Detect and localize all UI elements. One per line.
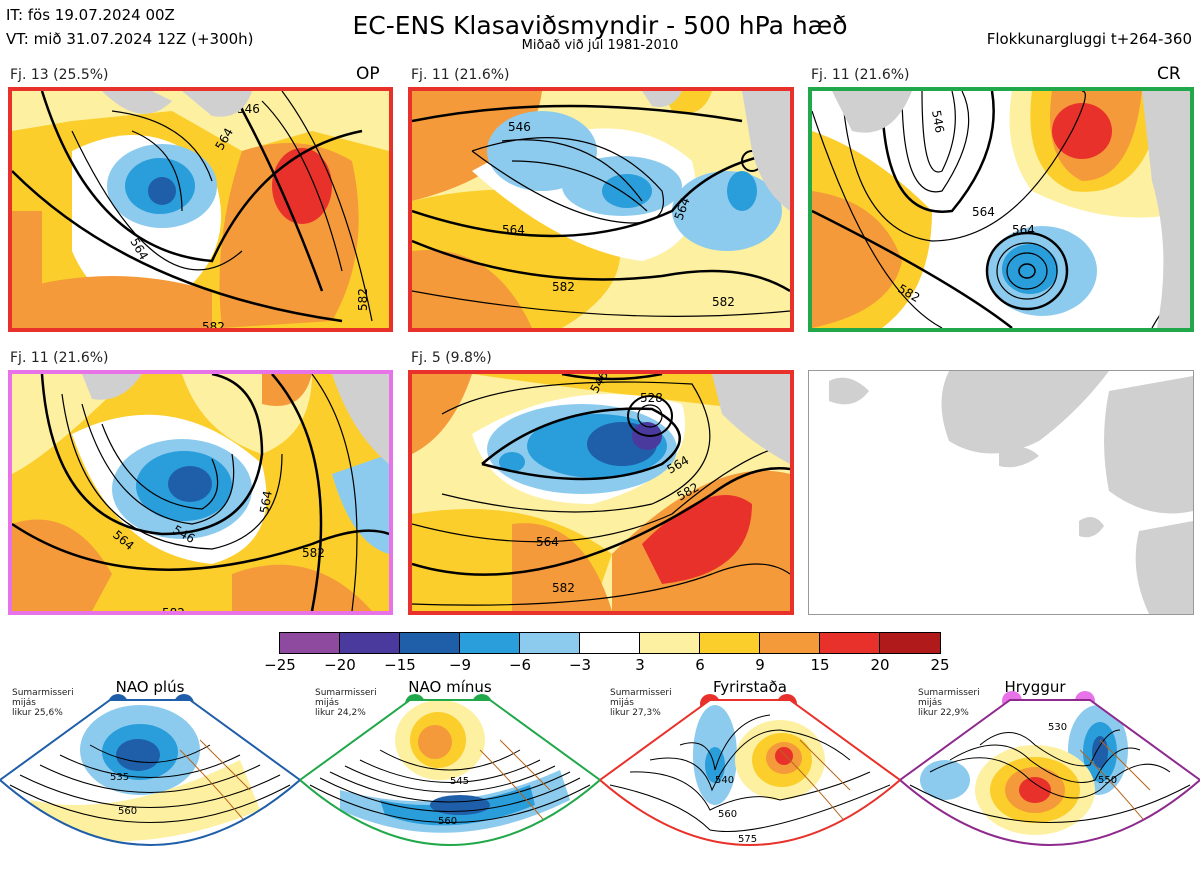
cluster-map-4[interactable]: 546 564 564 582 582 — [8, 370, 393, 615]
cluster-map-1[interactable]: 546 564 564 582 582 — [8, 87, 393, 332]
regime-map-blocking[interactable]: 540 560 575 — [598, 690, 902, 875]
colorbar-tick: −9 — [448, 656, 472, 674]
colorbar-swatch — [580, 633, 640, 653]
regime-map-nao-plus[interactable]: 535 560 — [0, 690, 302, 875]
valid-time: VT: mið 31.07.2024 12Z (+300h) — [6, 30, 254, 48]
colorbar-swatch — [400, 633, 460, 653]
colorbar-tick: 20 — [870, 656, 890, 674]
cluster-map-5[interactable]: 528 546 564 582 564 582 — [408, 370, 794, 615]
contour-label: 582 — [202, 320, 225, 328]
regime-title-nao-minus: NAO mínus — [408, 678, 492, 696]
panel-1-tag: OP — [356, 64, 380, 84]
regime-note-nao-plus: Sumarmisseri mijás likur 25,6% — [12, 688, 74, 718]
contour-label: 575 — [448, 850, 467, 861]
colorbar-tick: 9 — [755, 656, 765, 674]
colorbar-tick: −15 — [384, 656, 416, 674]
colorbar-swatch — [640, 633, 700, 653]
colorbar-swatch — [880, 633, 940, 653]
contour-label: 545 — [450, 776, 469, 787]
regime-note-blocking: Sumarmisseri mijás likur 27,3% — [610, 688, 672, 718]
contour-label: 582 — [552, 280, 575, 294]
regime-map-nao-minus[interactable]: 545 560 575 — [298, 690, 602, 875]
colorbar-tick: 3 — [635, 656, 645, 674]
contour-label: 546 — [929, 109, 947, 134]
colorbar-tick: −3 — [568, 656, 592, 674]
cluster-map-2[interactable]: 564 546 564 582 582 546 — [408, 87, 794, 332]
colorbar-swatch — [760, 633, 820, 653]
contour-label: 564 — [536, 535, 559, 549]
initial-time: IT: fös 19.07.2024 00Z — [6, 6, 175, 24]
colorbar-tick: 6 — [695, 656, 705, 674]
panel-5-label: Fj. 5 (9.8%) — [411, 350, 492, 366]
colorbar-swatch — [520, 633, 580, 653]
colorbar-tick: −25 — [264, 656, 296, 674]
classification-window: Flokkunargluggi t+264-360 — [986, 30, 1192, 48]
colorbar-tick: −6 — [508, 656, 532, 674]
contour-label: 582 — [162, 606, 185, 611]
page-title: EC-ENS Klasaviðsmyndir - 500 hPa hæð — [352, 11, 848, 40]
contour-label: 528 — [640, 391, 663, 405]
colorbar-swatch — [700, 633, 760, 653]
regime-title-blocking: Fyrirstaða — [713, 678, 787, 696]
panel-3-tag: CR — [1157, 64, 1181, 84]
colorbar-tick: 25 — [930, 656, 950, 674]
anomaly-colorbar — [279, 632, 941, 654]
contour-label: 564 — [502, 223, 525, 237]
colorbar-swatch — [460, 633, 520, 653]
empty-base-map — [808, 370, 1194, 615]
contour-label: 564 — [257, 490, 275, 515]
contour-label: 550 — [1098, 775, 1117, 786]
colorbar-swatch — [280, 633, 340, 653]
contour-label: 560 — [438, 816, 457, 827]
page-subtitle: Miðað við júl 1981-2010 — [521, 38, 679, 53]
colorbar-tick: −20 — [324, 656, 356, 674]
contour-label: 582 — [712, 295, 735, 309]
contour-label: 582 — [356, 288, 370, 311]
contour-label: 540 — [715, 775, 734, 786]
regime-note-ridge: Sumarmisseri mijás likur 22,9% — [918, 688, 980, 718]
contour-label: 560 — [118, 806, 137, 817]
contour-label: 575 — [738, 834, 757, 845]
colorbar-swatch — [820, 633, 880, 653]
cluster-map-3[interactable]: 546 564 582 564 — [808, 87, 1194, 332]
contour-label: 582 — [302, 546, 325, 560]
panel-1-label: Fj. 13 (25.5%) — [10, 67, 109, 83]
panel-3-label: Fj. 11 (21.6%) — [811, 67, 910, 83]
contour-label: 582 — [552, 581, 575, 595]
contour-label: 564 — [972, 205, 995, 219]
regime-note-nao-minus: Sumarmisseri mijás likur 24,2% — [315, 688, 377, 718]
regime-map-ridge[interactable]: 530 550 575 — [898, 690, 1200, 875]
contour-label: 530 — [1048, 722, 1067, 733]
regime-title-ridge: Hryggur — [1004, 678, 1066, 696]
contour-label: 560 — [718, 809, 737, 820]
regime-title-nao-plus: NAO plús — [115, 678, 185, 696]
contour-label: 535 — [110, 772, 129, 783]
panel-4-label: Fj. 11 (21.6%) — [10, 350, 109, 366]
contour-label: 564 — [1012, 223, 1035, 237]
contour-label: 546 — [508, 120, 531, 134]
panel-2-label: Fj. 11 (21.6%) — [411, 67, 510, 83]
colorbar-tick: 15 — [810, 656, 830, 674]
colorbar-swatch — [340, 633, 400, 653]
